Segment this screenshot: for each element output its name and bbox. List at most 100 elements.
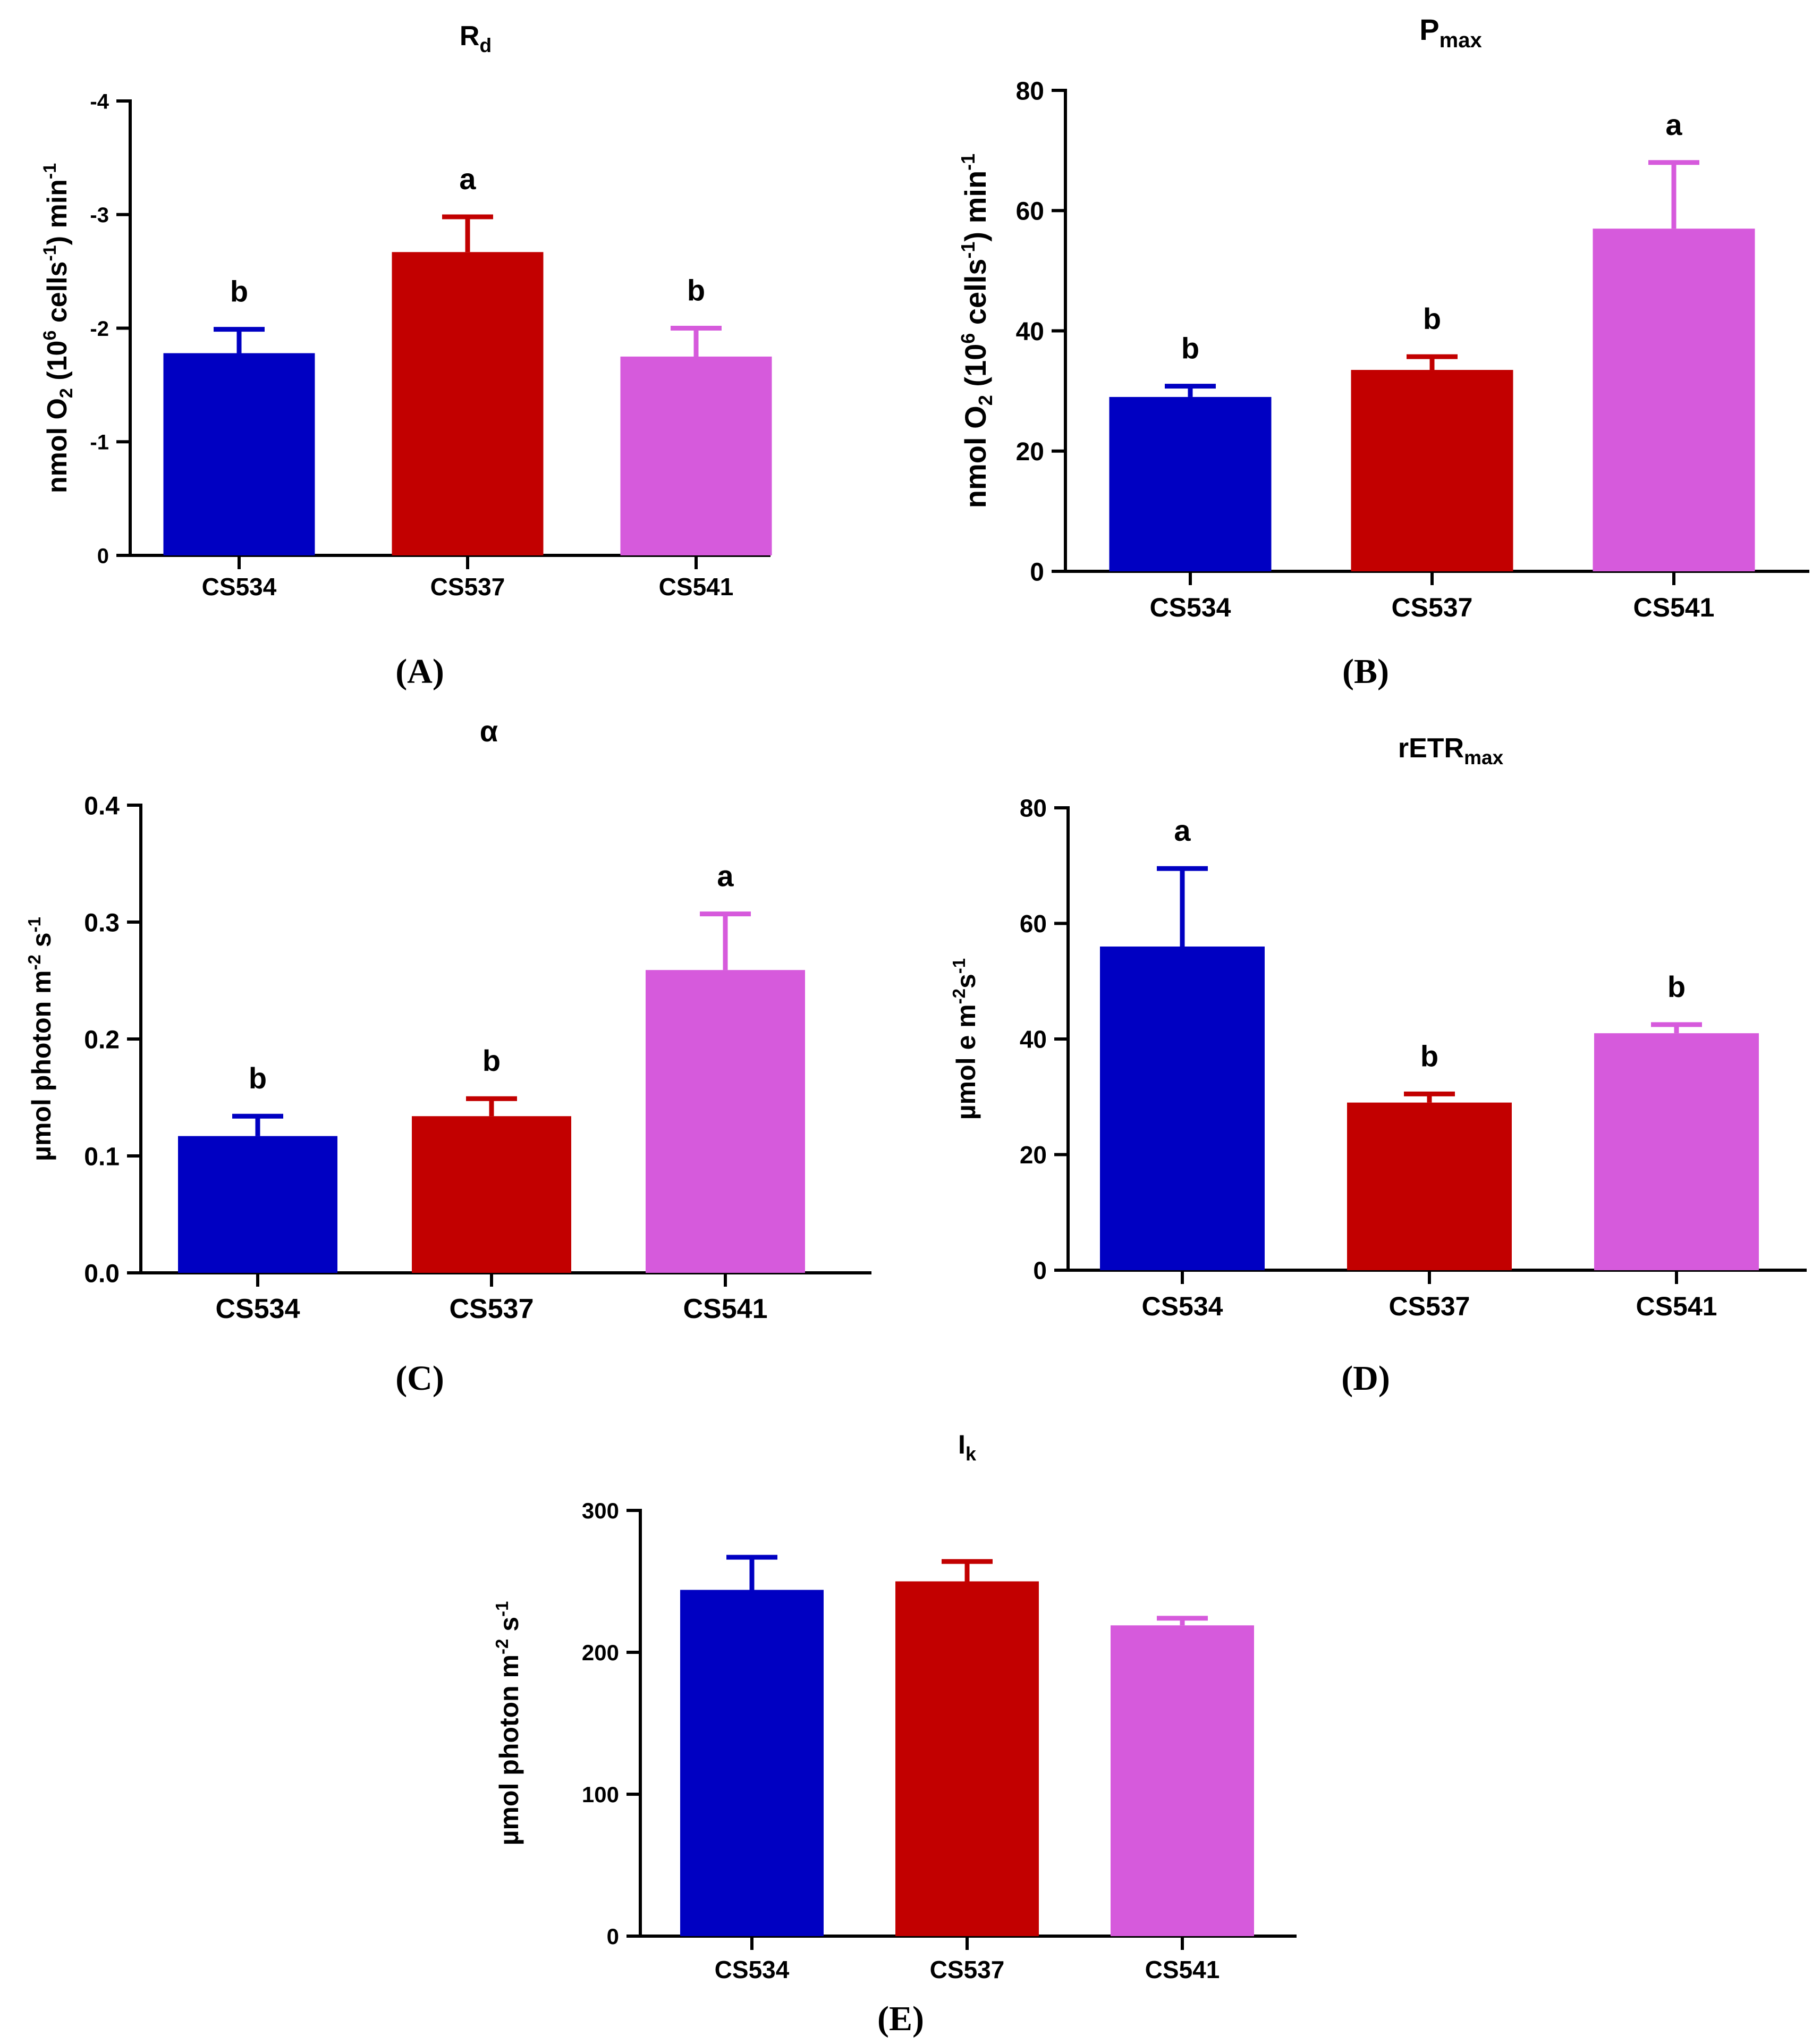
y-axis-label-part: nmol O <box>959 406 992 508</box>
y-axis-label: µmol e m-2s-1 <box>949 958 981 1120</box>
chart-title: Pmax <box>1419 13 1481 52</box>
chart-panel-b: Pmax 0 20 40 60 80 nmol O2 (106 cells-1) min-1… <box>957 13 1809 691</box>
x-tick-label: CS541 <box>659 573 734 601</box>
y-axis-label-part: 6 <box>957 333 979 344</box>
bar-cs537 <box>412 1116 571 1273</box>
y-tick-label: 0.4 <box>84 792 120 820</box>
y-axis-label: nmol O2 (106 cells-1) min-1 <box>957 154 996 508</box>
bar-cs541 <box>1111 1625 1254 1936</box>
y-tick-label: 300 <box>582 1498 619 1523</box>
y-tick-label: 20 <box>1016 438 1044 466</box>
bar-cs541 <box>646 970 805 1273</box>
bar-cs537 <box>1351 370 1513 571</box>
panel-label: (B) <box>1342 652 1389 691</box>
chart-title: α <box>480 714 498 748</box>
y-tick-label: 200 <box>582 1640 619 1665</box>
chart-panel-c: α 0.0 0.1 0.2 0.3 0.4 µmol photon m-2 s-1 b CS53… <box>24 714 871 1398</box>
y-tick-label: 0 <box>607 1924 619 1949</box>
y-axis-label-part: 6 <box>40 331 60 341</box>
y-tick-label: 80 <box>1016 77 1044 105</box>
y-axis-label-part: -1 <box>40 245 60 261</box>
y-tick-label: 60 <box>1016 198 1044 226</box>
bar-cs534 <box>1100 947 1265 1270</box>
significance-label: b <box>1423 302 1441 335</box>
y-axis-label-part: s <box>494 1617 524 1639</box>
significance-label: b <box>1181 332 1199 365</box>
bar-cs541 <box>1594 1033 1759 1270</box>
y-tick-label: 40 <box>1020 1026 1047 1053</box>
chart-title: Rd <box>460 21 492 56</box>
y-axis-label-part: (10 <box>959 344 992 395</box>
panel-label: (A) <box>395 652 444 691</box>
bar-cs534 <box>1109 396 1272 571</box>
chart-title: rETRmax <box>1398 733 1504 768</box>
panel-label: (E) <box>877 1999 924 2038</box>
significance-label: a <box>1174 814 1191 847</box>
chart-title-main: rETR <box>1398 733 1464 764</box>
y-axis-label-part: ) min <box>42 179 73 245</box>
panel-label: (C) <box>395 1359 444 1398</box>
x-tick-label: CS534 <box>1142 1291 1223 1321</box>
y-tick-label: 80 <box>1020 795 1047 822</box>
significance-label: b <box>482 1044 501 1077</box>
significance-label: a <box>459 162 476 196</box>
y-tick-label: 100 <box>582 1782 619 1807</box>
y-axis-label-part: µmol photon m <box>27 970 56 1161</box>
significance-label: b <box>687 274 705 307</box>
y-axis-label-part: ) min <box>959 171 992 242</box>
chart-title-sub: max <box>1464 747 1503 768</box>
significance-label: a <box>1665 108 1682 141</box>
y-axis-label-part: -2 <box>24 955 44 970</box>
x-tick-label: CS537 <box>430 573 505 601</box>
bar-cs534 <box>680 1590 824 1936</box>
y-axis-label-part: -1 <box>492 1601 512 1617</box>
x-tick-label: CS537 <box>930 1956 1005 1983</box>
y-axis-label-part: (10 <box>42 341 73 388</box>
bar-cs537 <box>392 252 544 556</box>
y-axis-label-part: 2 <box>56 388 77 398</box>
y-tick-label: 20 <box>1020 1141 1047 1169</box>
y-tick-label: 0.1 <box>84 1143 120 1171</box>
chart-title-main: α <box>480 714 498 748</box>
y-axis-label-part: -2 <box>949 989 969 1004</box>
bar-cs537 <box>1347 1102 1512 1270</box>
chart-title-sub: max <box>1440 29 1482 52</box>
y-axis-label-part: -1 <box>40 163 60 179</box>
significance-label: b <box>230 275 248 308</box>
y-axis-label: µmol photon m-2 s-1 <box>24 917 56 1161</box>
chart-title-sub: k <box>966 1443 977 1465</box>
x-tick-label: CS534 <box>1150 593 1231 622</box>
y-tick-label: -3 <box>90 204 109 227</box>
bar-cs541 <box>1593 229 1755 571</box>
y-tick-label: -2 <box>90 317 109 341</box>
y-axis-label-part: cells <box>959 259 992 333</box>
chart-title-sub: d <box>479 35 492 56</box>
y-tick-label: 0 <box>1033 1257 1047 1285</box>
x-tick-label: CS541 <box>1145 1956 1220 1983</box>
y-axis-label-part: -1 <box>957 154 979 171</box>
chart-panel-e: Ik 0 100 200 300 µmol photon m-2 s-1 CS534 CS53… <box>492 1430 1297 2038</box>
y-axis-label-part: s <box>27 932 56 955</box>
y-tick-label: 0 <box>1030 558 1044 586</box>
significance-label: b <box>1667 970 1686 1003</box>
y-axis-label-part: µmol photon m <box>494 1654 524 1845</box>
y-axis-label-part: -1 <box>957 242 979 259</box>
significance-label: b <box>249 1061 267 1095</box>
y-tick-label: -4 <box>90 90 109 113</box>
x-tick-label: CS541 <box>683 1294 768 1324</box>
bar-cs541 <box>620 356 772 555</box>
x-tick-label: CS537 <box>450 1294 534 1324</box>
y-tick-label: 0.0 <box>84 1260 120 1288</box>
x-tick-label: CS534 <box>216 1294 300 1324</box>
y-tick-label: 40 <box>1016 318 1044 346</box>
y-axis-label-part: -1 <box>24 917 44 932</box>
x-tick-label: CS541 <box>1633 593 1715 622</box>
bar-cs534 <box>178 1136 337 1273</box>
y-tick-label: 0.3 <box>84 909 120 937</box>
y-axis-label-part: -1 <box>949 958 969 974</box>
chart-title: Ik <box>958 1430 977 1465</box>
bar-cs534 <box>163 353 315 555</box>
y-axis-label-part: nmol O <box>42 398 73 493</box>
